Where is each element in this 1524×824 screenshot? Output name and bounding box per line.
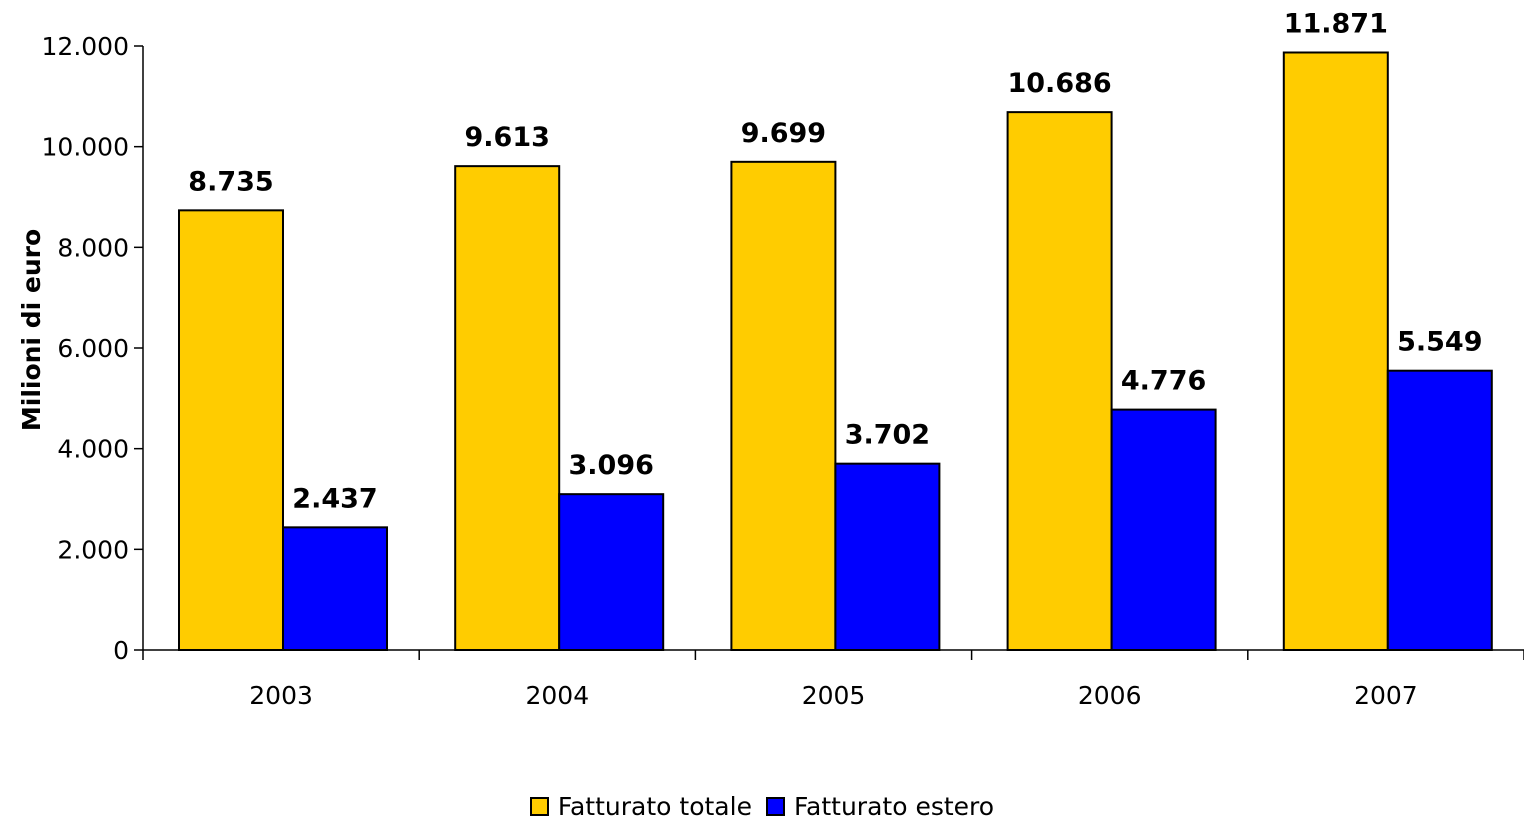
legend-label-series-2: Fatturato estero (793, 791, 995, 821)
y-tick-label-4000: 4.000 (57, 435, 129, 464)
data-label-fatturato-totale-2005: 9.699 (741, 118, 826, 149)
bar-fatturato-totale-2006 (1006, 111, 1113, 651)
bar-fatturato-totale-2007 (1282, 51, 1389, 652)
y-tick-label-6000: 6.000 (57, 334, 129, 363)
data-label-fatturato-totale-2003: 8.735 (188, 166, 273, 197)
legend-swatch-series-2 (765, 796, 785, 816)
y-tick-label-0: 0 (113, 636, 129, 665)
y-axis-title: Milioni di euro (17, 229, 46, 431)
data-label-fatturato-estero-2005: 3.702 (845, 420, 930, 451)
axes-layer: 2003 2004 2005 2006 2007 0 2.000 4.000 6.000 8.00… (42, 32, 1524, 710)
y-tick-label-12000: 12.000 (42, 32, 129, 61)
data-label-fatturato-estero-2007: 5.549 (1397, 327, 1482, 358)
x-tick-label-2007: 2007 (1354, 681, 1418, 710)
bar-fatturato-totale-2005 (730, 160, 837, 652)
legend-swatch-series-1 (529, 796, 549, 816)
data-label-fatturato-totale-2007: 11.871 (1284, 8, 1388, 39)
bar-fatturato-totale-2003 (178, 209, 284, 651)
bar-fatturato-estero-2003 (282, 526, 388, 651)
data-label-fatturato-totale-2004: 9.613 (464, 122, 549, 153)
bar-fatturato-estero-2006 (1110, 408, 1217, 651)
bar-fatturato-totale-2004 (454, 165, 561, 651)
data-label-fatturato-estero-2006: 4.776 (1121, 366, 1206, 397)
x-tick-label-2003: 2003 (249, 681, 313, 710)
data-label-fatturato-estero-2004: 3.096 (568, 450, 653, 481)
data-label-fatturato-totale-2006: 10.686 (1007, 68, 1111, 99)
legend: Fatturato totale Fatturato estero (0, 788, 1524, 824)
x-tick-label-2006: 2006 (1078, 681, 1142, 710)
y-tick-label-8000: 8.000 (57, 233, 129, 262)
data-labels-layer: 8.735 2.437 9.613 3.096 9.699 3.702 10.686 4.77… (188, 8, 1482, 514)
y-tick-label-10000: 10.000 (42, 133, 129, 162)
bar-fatturato-estero-2007 (1386, 369, 1493, 651)
bar-fatturato-estero-2004 (558, 493, 665, 651)
data-label-fatturato-estero-2003: 2.437 (292, 483, 377, 514)
x-tick-label-2005: 2005 (802, 681, 866, 710)
legend-item-series-2: Fatturato estero (765, 791, 995, 821)
y-tick-label-2000: 2.000 (57, 535, 129, 564)
bar-fatturato-estero-2005 (834, 462, 941, 651)
bars-layer (178, 51, 1493, 652)
legend-label-series-1: Fatturato totale (557, 791, 752, 821)
x-tick-label-2004: 2004 (525, 681, 589, 710)
legend-item-series-1: Fatturato totale (529, 791, 752, 821)
